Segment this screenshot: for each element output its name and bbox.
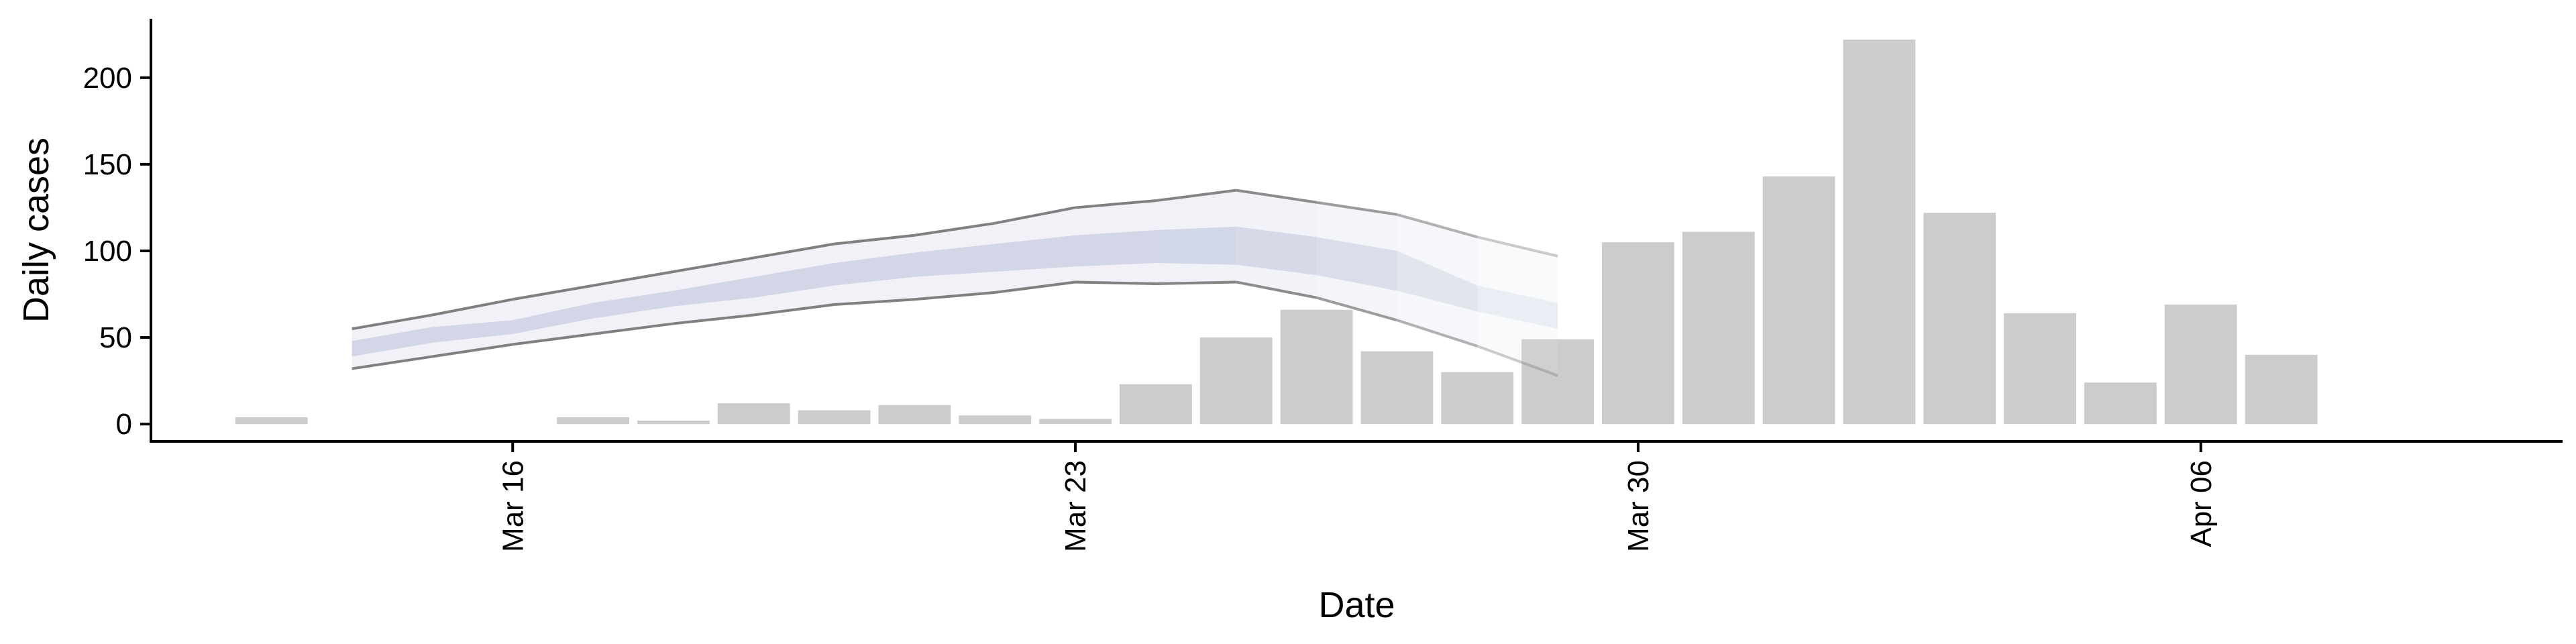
band-inner-segment	[1316, 237, 1397, 291]
band-upper-line-segment	[592, 270, 674, 287]
x-axis-label: Date	[1318, 585, 1395, 625]
bar-2020-03-26	[1280, 309, 1353, 425]
y-tick-label: 100	[83, 235, 132, 268]
bar-2020-04-04	[2004, 313, 2076, 425]
y-tick-label: 50	[99, 321, 132, 354]
band-lower-line-segment	[1075, 280, 1156, 286]
band-inner-segment	[1397, 250, 1478, 312]
band-lower-line-segment	[994, 280, 1076, 294]
bar-2020-03-13	[235, 417, 308, 425]
band-upper-line-segment	[1316, 201, 1397, 216]
band-lower-line-segment	[432, 343, 513, 358]
bar-2020-03-19	[717, 403, 790, 425]
band-lower-line-segment	[1155, 280, 1236, 286]
band-outer-segment	[1477, 237, 1558, 376]
band-inner-segment	[753, 263, 835, 298]
band-lower-line-segment	[753, 303, 835, 317]
band-inner-segment	[1075, 230, 1156, 267]
bar-2020-03-18	[637, 421, 710, 425]
band-upper-line-segment	[834, 233, 915, 246]
bar-2020-03-22	[959, 415, 1032, 425]
band-inner-segment	[513, 303, 594, 334]
band-upper-line-segment	[352, 313, 433, 331]
band-upper-line-segment	[994, 206, 1076, 225]
y-axis-label: Daily cases	[16, 138, 56, 323]
band-lower-line-segment	[914, 290, 996, 301]
band-lower-line-segment	[592, 322, 674, 335]
band-lower-line-segment	[1236, 280, 1317, 299]
band-upper-line-segment	[914, 221, 996, 237]
axes: 0 50 100 150 200 Mar 16 Mar 23 Mar 30 Apr 06	[83, 19, 2563, 552]
band-inner-segment	[1477, 285, 1558, 329]
band-lower-line-segment	[512, 332, 594, 346]
x-tick-label: Mar 16	[496, 460, 529, 552]
y-tick-label: 0	[116, 408, 132, 441]
band-lower-line-segment	[352, 355, 433, 370]
band-inner-segment	[1236, 226, 1317, 276]
band-lower-line-segment	[1477, 345, 1558, 377]
bar-2020-03-20	[798, 410, 871, 425]
band-inner-segment	[1155, 226, 1236, 265]
bar-2020-03-30	[1602, 242, 1674, 425]
bar-2020-03-25	[1199, 337, 1273, 425]
bar-2020-04-07	[2245, 354, 2318, 425]
bar-2020-03-27	[1360, 351, 1434, 425]
band-upper-line-segment	[753, 242, 835, 260]
bar-2020-04-05	[2084, 382, 2157, 425]
band-inner-segment	[593, 290, 674, 319]
band-inner-segment	[834, 252, 915, 286]
bar-2020-04-02	[1843, 40, 1916, 425]
bar-2020-04-01	[1762, 176, 1835, 425]
band-upper-line-segment	[673, 256, 755, 273]
bar-2020-03-24	[1120, 384, 1192, 425]
band-lower-line-segment	[673, 313, 754, 325]
bar-2020-03-21	[878, 405, 951, 425]
band-lower-line-segment	[1396, 319, 1478, 347]
band-upper-line-segment	[1477, 235, 1558, 258]
band-outer-segment	[1316, 202, 1397, 321]
band-upper-line-segment	[1155, 189, 1237, 203]
band-inner-segment	[352, 327, 433, 357]
band-upper-line-segment	[512, 284, 594, 301]
x-tick-label: Mar 23	[1059, 460, 1092, 552]
y-tick-label: 150	[83, 148, 132, 181]
bar-2020-04-06	[2164, 305, 2237, 425]
band-outer-segment	[1397, 214, 1478, 346]
band-outer-segment	[1236, 190, 1317, 298]
band-inner-segment	[914, 244, 996, 277]
band-inner-segment	[673, 276, 754, 307]
bar-series	[235, 40, 2318, 425]
bar-2020-04-03	[1923, 213, 1996, 425]
band-upper-line-segment	[432, 298, 513, 317]
band-upper-line-segment	[1396, 213, 1478, 239]
band-inner-segment	[995, 235, 1076, 272]
bar-2020-03-23	[1039, 419, 1112, 425]
estimate-band	[352, 189, 1558, 377]
bar-2020-03-31	[1682, 231, 1755, 425]
band-inner-segment	[432, 320, 513, 343]
bar-2020-03-17	[557, 417, 629, 425]
band-lower-line-segment	[1316, 296, 1397, 322]
band-lower-line-segment	[834, 298, 915, 307]
band-upper-line-segment	[1075, 199, 1157, 209]
y-tick-label: 200	[83, 62, 132, 95]
band-upper-line-segment	[1236, 189, 1317, 204]
x-tick-label: Apr 06	[2185, 460, 2218, 547]
bar-2020-03-29	[1521, 339, 1594, 425]
bar-2020-03-28	[1441, 372, 1514, 425]
x-tick-label: Mar 30	[1622, 460, 1655, 552]
